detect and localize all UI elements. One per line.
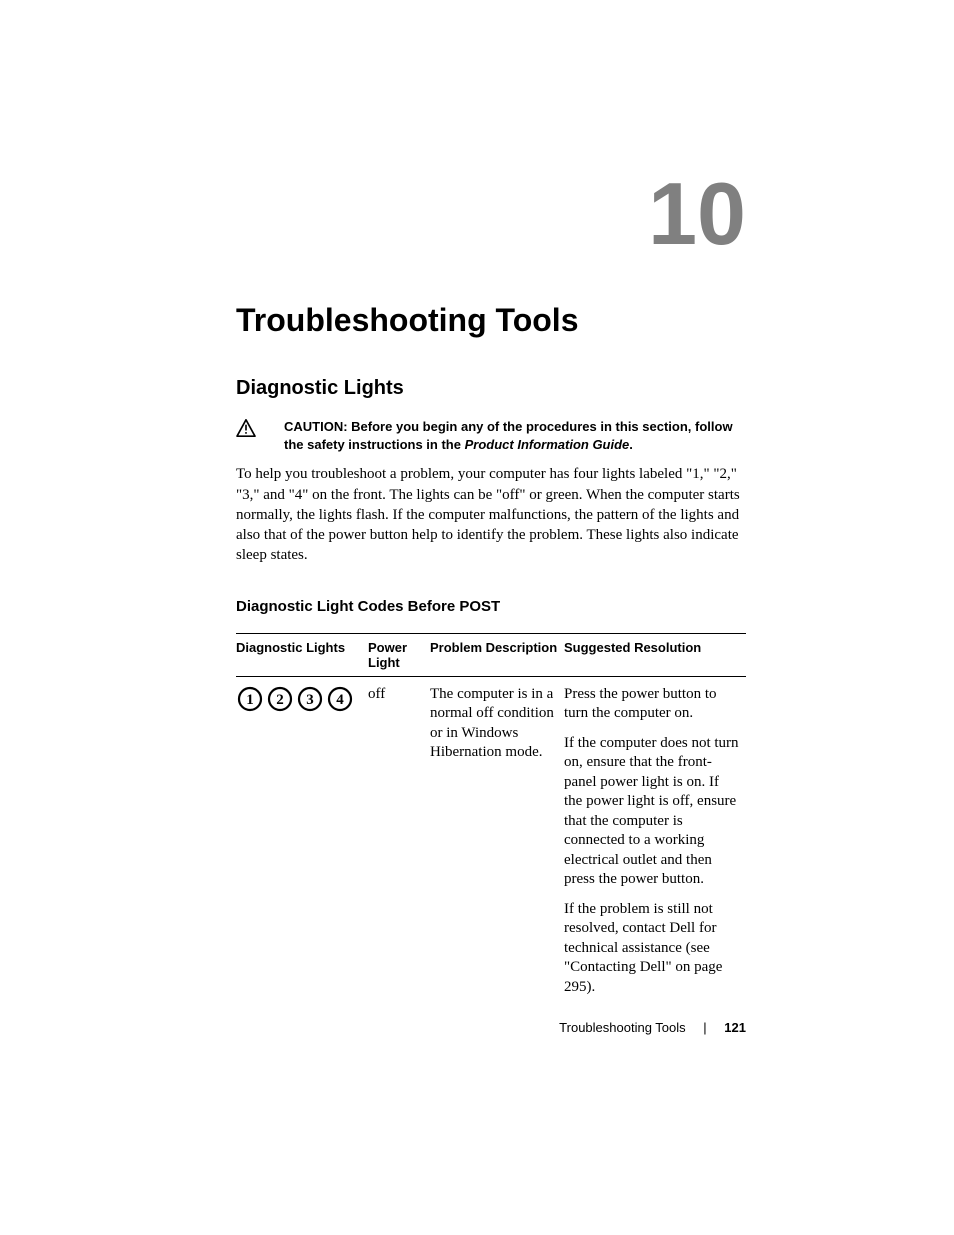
section-title: Diagnostic Lights — [236, 377, 746, 400]
footer-page-number: 121 — [724, 1020, 746, 1035]
table-header-row: Diagnostic Lights Power Light Problem De… — [236, 633, 746, 676]
footer-separator: | — [689, 1020, 720, 1035]
svg-text:1: 1 — [246, 692, 254, 708]
th-suggested-resolution: Suggested Resolution — [564, 633, 746, 676]
cell-suggested-resolution: Press the power button to turn the compu… — [564, 676, 746, 1001]
intro-paragraph: To help you troubleshoot a problem, your… — [236, 464, 746, 565]
cell-power-light: off — [368, 676, 430, 1001]
page-content: 10 Troubleshooting Tools Diagnostic Ligh… — [236, 0, 746, 1235]
svg-text:2: 2 — [276, 692, 284, 708]
caution-icon — [236, 419, 256, 437]
caution-label: CAUTION: — [284, 419, 348, 434]
diagnostic-table: Diagnostic Lights Power Light Problem De… — [236, 633, 746, 1002]
th-problem-description: Problem Description — [430, 633, 564, 676]
caution-block: CAUTION: Before you begin any of the pro… — [236, 418, 746, 454]
footer-section-name: Troubleshooting Tools — [559, 1020, 685, 1035]
lights-1234-icon: 1 2 3 4 — [236, 685, 354, 713]
table-row: 1 2 3 4 off The computer is in a normal … — [236, 676, 746, 1001]
suggestion-1: Press the power button to turn the compu… — [564, 685, 740, 724]
caution-guide-name: Product Information Guide — [465, 437, 630, 452]
page-footer: Troubleshooting Tools | 121 — [559, 1020, 746, 1035]
cell-problem-description: The computer is in a normal off conditio… — [430, 676, 564, 1001]
subsection-title: Diagnostic Light Codes Before POST — [236, 598, 746, 615]
th-diagnostic-lights: Diagnostic Lights — [236, 633, 368, 676]
suggestion-2: If the computer does not turn on, ensure… — [564, 734, 740, 890]
caution-period: . — [629, 437, 633, 452]
chapter-number: 10 — [236, 170, 746, 258]
chapter-title: Troubleshooting Tools — [236, 302, 746, 339]
caution-text: CAUTION: Before you begin any of the pro… — [262, 418, 746, 454]
cell-diagnostic-lights: 1 2 3 4 — [236, 676, 368, 1001]
svg-text:4: 4 — [336, 692, 344, 708]
svg-text:3: 3 — [306, 692, 314, 708]
th-power-light: Power Light — [368, 633, 430, 676]
suggestion-3: If the problem is still not resolved, co… — [564, 900, 740, 998]
